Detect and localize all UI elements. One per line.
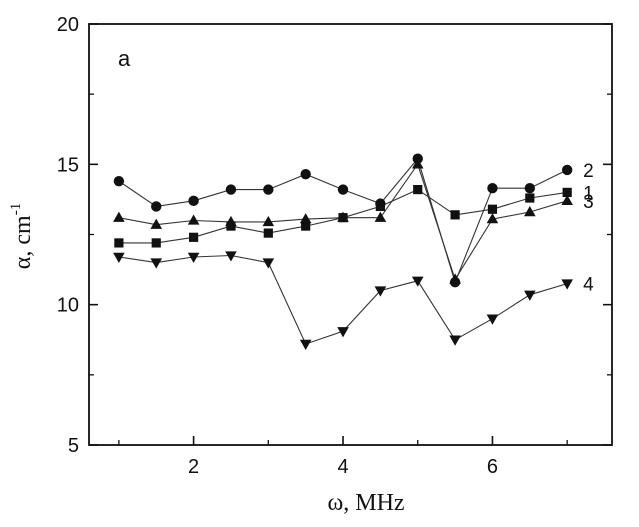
data-point-series-4 (561, 279, 573, 290)
data-point-series-3 (150, 218, 163, 229)
data-point-series-1 (375, 201, 385, 212)
plot-frame (88, 23, 613, 446)
data-point-series-3 (486, 213, 499, 224)
data-point-series-3 (337, 211, 349, 222)
data-point-series-2 (524, 182, 536, 194)
data-point-series-4 (225, 251, 237, 262)
series-markers (113, 153, 573, 350)
data-point-series-4 (187, 252, 200, 263)
data-point-series-1 (189, 232, 199, 242)
data-point-series-1 (114, 238, 124, 248)
data-point-series-4 (449, 335, 461, 346)
data-point-series-2 (225, 184, 237, 195)
data-point-series-1 (301, 221, 311, 231)
axis-ticks (89, 23, 612, 446)
data-point-series-3 (374, 211, 387, 222)
data-point-series-4 (524, 290, 536, 301)
data-point-series-2 (188, 195, 199, 207)
y-axis-title-sup: -1 (8, 203, 24, 216)
series-label-1: 1 (583, 183, 594, 204)
x-tick-label: 6 (487, 456, 498, 478)
data-point-series-2 (337, 184, 349, 195)
data-point-series-2 (561, 164, 573, 176)
x-axis-title: ω, MHz (327, 490, 404, 516)
data-point-series-4 (262, 258, 275, 269)
data-point-series-1 (562, 187, 572, 197)
data-point-series-4 (374, 286, 387, 297)
data-point-series-3 (299, 213, 312, 224)
data-point-series-3 (524, 206, 536, 217)
y-tick-label: 15 (57, 154, 79, 176)
data-point-series-2 (300, 168, 311, 180)
data-point-series-2 (151, 201, 162, 212)
data-point-series-4 (337, 327, 349, 338)
data-point-series-1 (226, 221, 236, 231)
data-point-series-3 (225, 215, 237, 227)
series-labels: 213 4 (583, 161, 594, 296)
data-point-series-2 (487, 182, 498, 194)
data-point-series-4 (411, 276, 424, 287)
data-point-series-3 (262, 215, 275, 227)
x-tick-label: 4 (337, 456, 348, 478)
y-tick-label: 5 (68, 435, 79, 457)
data-point-series-4 (299, 339, 312, 350)
data-point-series-3 (113, 211, 125, 222)
plot-border (88, 23, 613, 446)
panel-label: a (118, 46, 131, 71)
series-label-3: 3 (583, 192, 594, 213)
series-label-4: 4 (583, 275, 594, 296)
x-tick-label: 2 (188, 456, 199, 478)
data-point-series-4 (150, 258, 163, 269)
data-point-series-1 (450, 210, 460, 220)
data-point-series-1 (263, 228, 273, 238)
series-label-2: 2 (583, 161, 594, 182)
data-point-series-3 (187, 214, 200, 225)
y-axis-title-main: α, cm (10, 215, 36, 269)
data-point-series-1 (151, 238, 161, 248)
data-point-series-3 (411, 158, 424, 169)
data-point-series-4 (113, 252, 125, 263)
data-point-series-1 (525, 193, 535, 203)
data-point-series-1 (487, 204, 498, 214)
data-point-series-4 (486, 314, 499, 325)
data-point-series-3 (449, 273, 461, 284)
y-tick-label: 10 (57, 295, 79, 317)
data-point-series-2 (263, 184, 274, 195)
data-point-series-2 (113, 175, 125, 187)
y-axis-title: α, cm-1 (8, 203, 36, 269)
axis-tick-labels: 2 4 6 5 10 15 20 (57, 14, 498, 478)
y-tick-label: 20 (57, 14, 79, 36)
data-point-series-1 (413, 184, 423, 195)
data-point-series-3 (561, 194, 573, 206)
